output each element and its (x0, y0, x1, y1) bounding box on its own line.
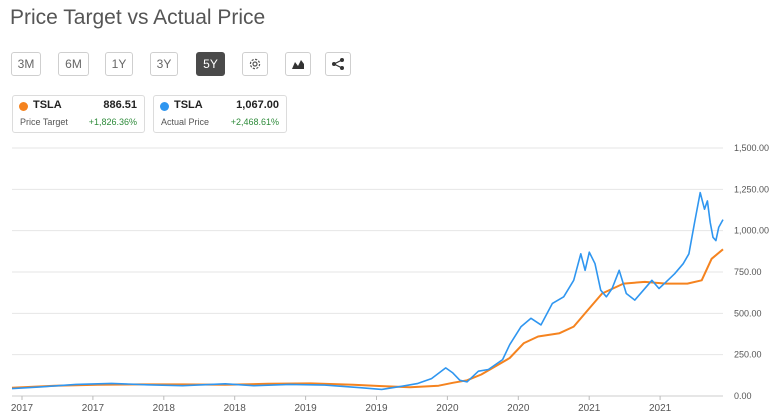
actual-price-card: TSLA 1,067.00 Actual Price +2,468.61% (153, 95, 287, 133)
legend-dot-actual-price (160, 102, 169, 111)
y-tick-label: 1,250.00 (734, 184, 769, 194)
x-tick-label: 2019 (294, 403, 317, 414)
x-tick-label: 2020 (436, 403, 459, 414)
x-tick-label: 2021 (578, 403, 601, 414)
card-label: Price Target (20, 117, 68, 127)
card-ticker: TSLA (33, 99, 62, 111)
y-tick-label: 750.00 (734, 267, 762, 277)
range-button-3m[interactable]: 3M (11, 52, 41, 76)
share-icon (332, 58, 344, 70)
gear-icon (249, 58, 261, 70)
y-tick-label: 1,500.00 (734, 143, 769, 153)
card-change: +1,826.36% (88, 117, 137, 127)
range-button-5y[interactable]: 5Y (196, 52, 225, 76)
range-button-3y[interactable]: 3Y (150, 52, 178, 76)
page-title: Price Target vs Actual Price (10, 6, 266, 29)
range-button-6m[interactable]: 6M (58, 52, 89, 76)
x-tick-label: 2018 (153, 403, 176, 414)
card-value: 886.51 (103, 99, 137, 111)
x-tick-label: 2020 (507, 403, 530, 414)
chart-type-button[interactable] (285, 52, 311, 76)
area-chart-icon (292, 60, 304, 69)
x-tick-label: 2017 (11, 403, 34, 414)
card-change: +2,468.61% (230, 117, 279, 127)
x-tick-label: 2019 (365, 403, 388, 414)
y-tick-label: 250.00 (734, 350, 762, 360)
settings-button[interactable] (242, 52, 268, 76)
actual-price-line (11, 191, 724, 391)
y-tick-label: 1,000.00 (734, 226, 769, 236)
card-label: Actual Price (161, 117, 210, 127)
price-target-card: TSLA 886.51 Price Target +1,826.36% (12, 95, 145, 133)
y-tick-label: 500.00 (734, 308, 762, 318)
card-ticker: TSLA (174, 99, 203, 111)
price-chart: 1,500.00 1,250.00 1,000.00 750.00 500.00 250.… (11, 143, 769, 414)
card-value: 1,067.00 (236, 99, 279, 111)
x-tick-label: 2018 (224, 403, 247, 414)
range-button-1y[interactable]: 1Y (105, 52, 133, 76)
y-tick-label: 0.00 (734, 391, 752, 401)
x-tick-label: 2021 (649, 403, 672, 414)
share-button[interactable] (325, 52, 351, 76)
legend-dot-price-target (19, 102, 28, 111)
x-tick-label: 2017 (82, 403, 105, 414)
price-target-line (11, 248, 724, 389)
